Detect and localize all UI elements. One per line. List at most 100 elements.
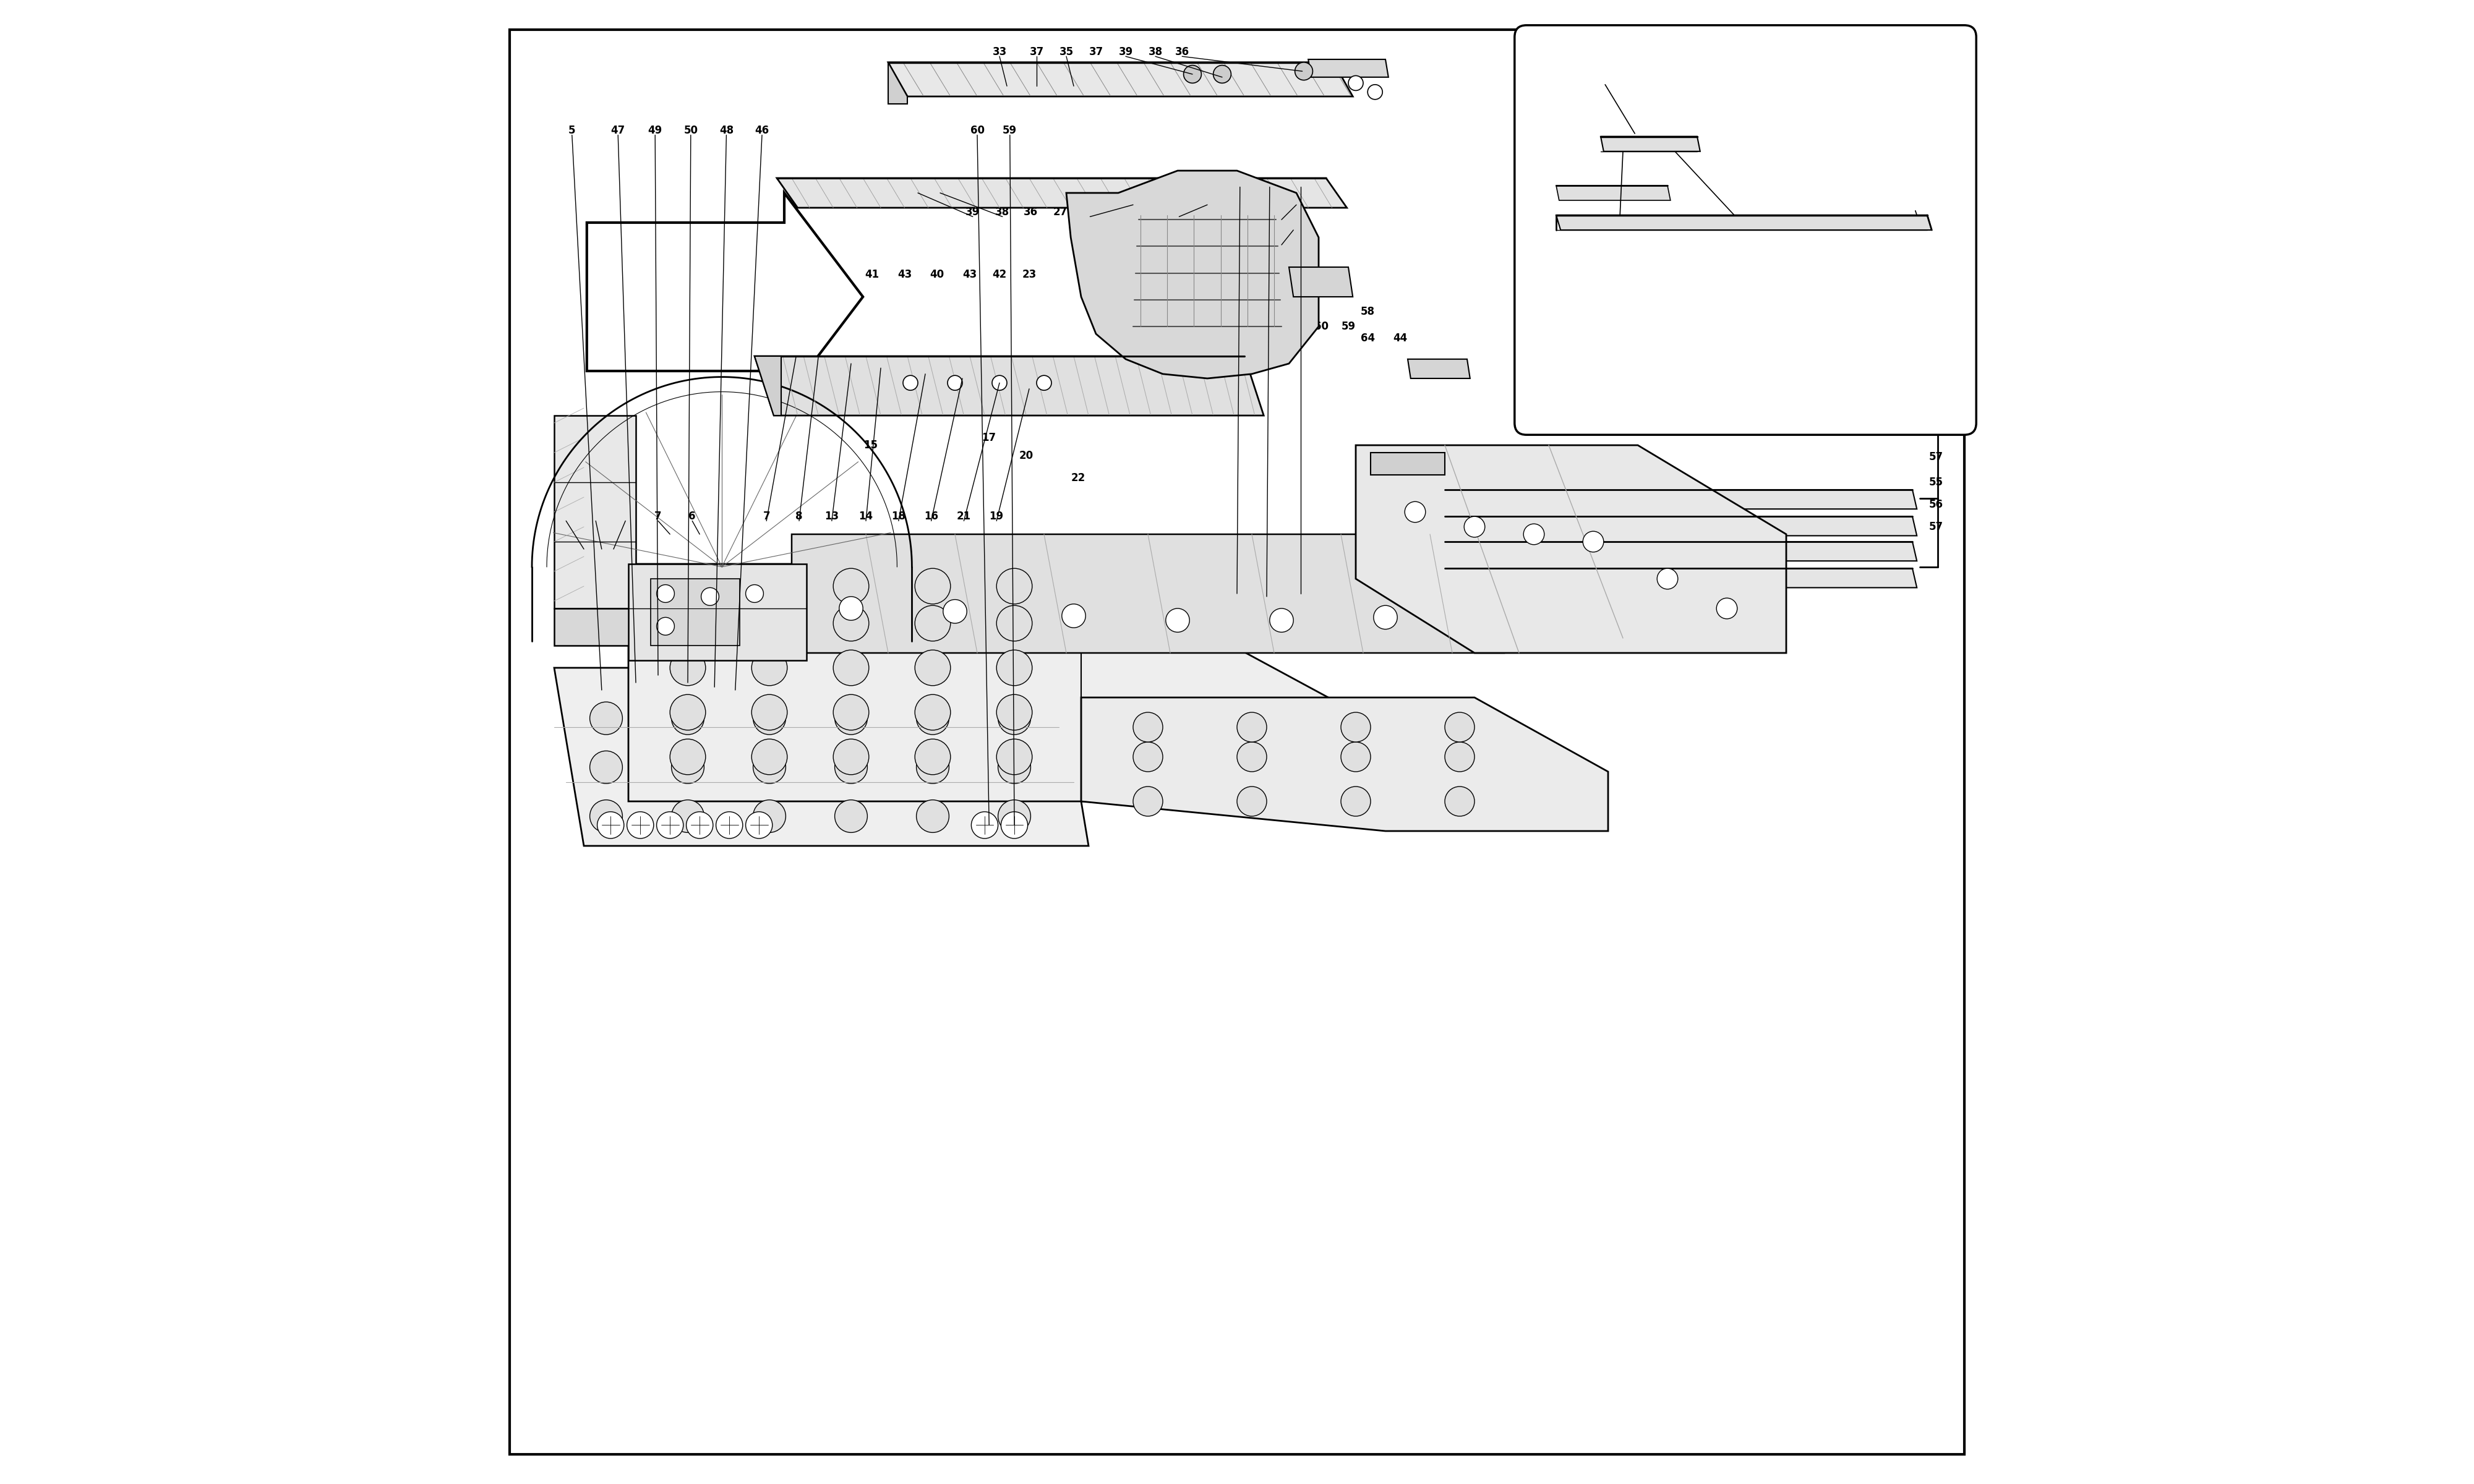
Circle shape: [745, 812, 772, 838]
Polygon shape: [888, 62, 1353, 96]
Text: 56: 56: [1930, 499, 1942, 510]
Circle shape: [915, 800, 950, 833]
Circle shape: [834, 650, 868, 686]
Text: 46: 46: [755, 125, 769, 137]
Circle shape: [1341, 742, 1371, 772]
Text: 355 F1: 355 F1: [1747, 367, 1841, 390]
Circle shape: [834, 800, 868, 833]
Circle shape: [752, 702, 787, 735]
Text: 23: 23: [1022, 269, 1037, 280]
Circle shape: [1341, 787, 1371, 816]
Polygon shape: [1445, 490, 1917, 509]
Text: 11: 11: [871, 392, 886, 404]
Circle shape: [1002, 812, 1027, 838]
Text: 38: 38: [995, 206, 1009, 218]
Circle shape: [715, 812, 742, 838]
Circle shape: [1368, 85, 1383, 99]
Circle shape: [992, 375, 1007, 390]
Circle shape: [752, 751, 787, 784]
Text: 55: 55: [1930, 476, 1942, 488]
Text: 34: 34: [831, 269, 846, 280]
Polygon shape: [1445, 542, 1917, 561]
Circle shape: [1373, 605, 1398, 629]
Circle shape: [700, 588, 720, 605]
Text: 47: 47: [611, 125, 626, 137]
Circle shape: [685, 812, 713, 838]
Circle shape: [589, 751, 623, 784]
Text: 31: 31: [1113, 206, 1126, 218]
Text: 41: 41: [866, 269, 878, 280]
Polygon shape: [1289, 267, 1353, 297]
Text: 28: 28: [1143, 206, 1155, 218]
Circle shape: [1583, 531, 1603, 552]
Circle shape: [1133, 712, 1163, 742]
Text: 48: 48: [720, 125, 732, 137]
Circle shape: [656, 617, 675, 635]
Text: 14: 14: [858, 510, 873, 522]
Text: 62: 62: [1173, 365, 1188, 377]
Text: 12: 12: [774, 368, 789, 380]
Circle shape: [915, 695, 950, 730]
Text: 50: 50: [683, 125, 698, 137]
Circle shape: [915, 702, 950, 735]
Text: 29: 29: [1202, 206, 1217, 218]
Circle shape: [596, 812, 623, 838]
Circle shape: [943, 600, 967, 623]
Circle shape: [915, 568, 950, 604]
Circle shape: [1348, 76, 1363, 91]
Text: 7: 7: [762, 510, 769, 522]
Text: 61: 61: [1289, 321, 1304, 332]
Circle shape: [589, 702, 623, 735]
Text: 35: 35: [1059, 46, 1074, 58]
Text: 40: 40: [930, 269, 945, 280]
Text: 59: 59: [1262, 177, 1277, 188]
Circle shape: [915, 605, 950, 641]
Circle shape: [997, 739, 1032, 775]
Text: 17: 17: [982, 432, 997, 444]
Circle shape: [656, 812, 683, 838]
Circle shape: [1133, 742, 1163, 772]
Circle shape: [834, 695, 868, 730]
Circle shape: [1061, 604, 1086, 628]
Text: 32: 32: [799, 269, 814, 280]
Text: 32: 32: [1912, 202, 1927, 214]
Circle shape: [670, 800, 705, 833]
Text: 21: 21: [957, 510, 970, 522]
Circle shape: [1212, 65, 1232, 83]
Text: 67: 67: [1571, 343, 1586, 355]
Circle shape: [834, 568, 868, 604]
Text: 5: 5: [569, 125, 576, 137]
Text: 63: 63: [1259, 321, 1274, 332]
Circle shape: [1294, 62, 1314, 80]
Text: 39: 39: [965, 206, 980, 218]
Text: 60: 60: [1314, 321, 1329, 332]
Polygon shape: [1066, 171, 1319, 378]
Circle shape: [1183, 65, 1202, 83]
Circle shape: [670, 695, 705, 730]
Circle shape: [1237, 742, 1267, 772]
Text: 45: 45: [1274, 288, 1289, 300]
Circle shape: [1133, 787, 1163, 816]
Text: 16: 16: [925, 510, 938, 522]
Text: 36: 36: [1175, 46, 1190, 58]
Text: 52: 52: [1294, 177, 1309, 188]
Circle shape: [745, 585, 764, 603]
Text: 54: 54: [1145, 365, 1160, 377]
Text: 58: 58: [1361, 306, 1376, 318]
Circle shape: [1465, 516, 1484, 537]
Circle shape: [834, 605, 868, 641]
Polygon shape: [1556, 186, 1670, 200]
Text: 2: 2: [591, 510, 599, 522]
Text: 60: 60: [1232, 177, 1247, 188]
Circle shape: [752, 650, 787, 686]
Polygon shape: [755, 356, 782, 416]
Text: 8: 8: [797, 510, 802, 522]
Circle shape: [752, 695, 787, 730]
Text: 4: 4: [841, 392, 849, 404]
Circle shape: [1445, 742, 1475, 772]
Circle shape: [1405, 502, 1425, 522]
Text: 51: 51: [1274, 261, 1289, 273]
Text: 36: 36: [1024, 206, 1037, 218]
Text: 59: 59: [1002, 125, 1017, 137]
Text: 25: 25: [1274, 234, 1289, 246]
